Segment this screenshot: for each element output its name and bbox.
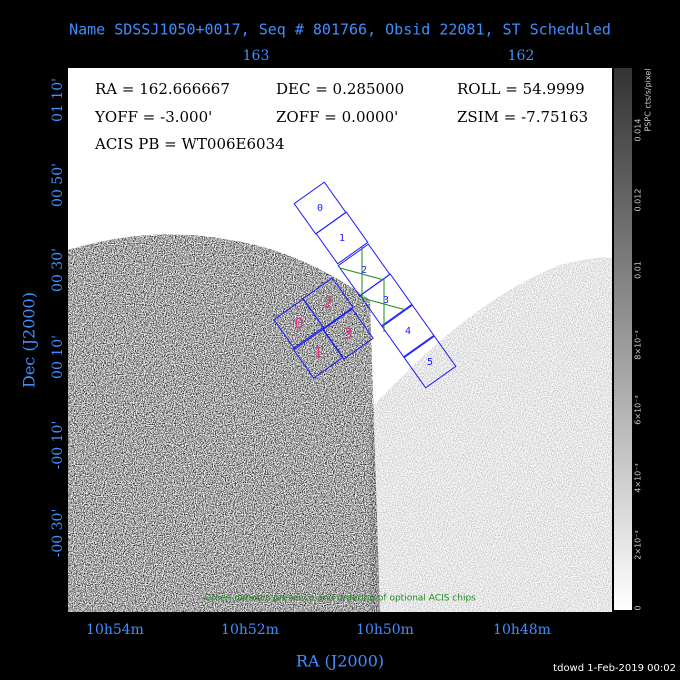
left-tick-label: -00 10' — [50, 421, 66, 470]
bottom-tick-label: 10h48m — [493, 622, 551, 638]
info-text: RA = 162.666667 — [95, 80, 230, 98]
chip — [359, 273, 413, 327]
colorbar-tick-label: 0.014 — [634, 119, 643, 142]
sky-image-left — [68, 234, 380, 612]
optional-marks — [339, 247, 407, 332]
chip-label: 2 — [361, 265, 367, 276]
left-tick-label: 00 10' — [50, 335, 66, 379]
chips — [273, 181, 457, 389]
chip — [315, 211, 369, 265]
top-tick-label: 162 — [508, 48, 535, 64]
left-tick-label: 01 10' — [50, 78, 66, 122]
chip-label: 1 — [313, 344, 322, 362]
colorbar-tick-label: 0.012 — [634, 189, 643, 212]
colorbar-label: PSPC cts/s/pixel — [644, 68, 653, 131]
colorbar-tick-label: 8×10⁻³ — [634, 330, 643, 359]
info-text: ZSIM = -7.75163 — [457, 108, 588, 126]
info-text: DEC = 0.285000 — [276, 80, 404, 98]
chip — [403, 335, 457, 389]
chip-label: 0 — [317, 203, 323, 214]
top-tick-label: 163 — [243, 48, 270, 64]
chip-label: 3 — [343, 325, 352, 343]
left-tick-label: 00 30' — [50, 248, 66, 292]
colorbar-tick-label: 4×10⁻³ — [634, 463, 643, 492]
bottom-tick-label: 10h52m — [221, 622, 279, 638]
chip — [292, 327, 344, 379]
chip-label: 5 — [427, 357, 433, 368]
chip-label: 2 — [323, 294, 332, 312]
bottom-tick-label: 10h50m — [356, 622, 414, 638]
info-text: ZOFF = 0.0000' — [276, 108, 398, 126]
chip-label: 1 — [339, 233, 345, 244]
chip-label: 3 — [383, 295, 389, 306]
colorbar-tick-label: 0 — [634, 605, 643, 610]
colorbar-tick-label: 6×10⁻³ — [634, 395, 643, 424]
title: Name SDSSJ1050+0017, Seq # 801766, Obsid… — [69, 21, 611, 39]
chip — [302, 277, 354, 329]
chip — [322, 308, 374, 360]
chip — [381, 304, 435, 358]
x-label: RA (J2000) — [296, 652, 384, 671]
colorbar-tick-label: 0.01 — [634, 261, 643, 279]
y-label: Dec (J2000) — [20, 292, 39, 388]
colorbar-tick-label: 2×10⁻³ — [634, 530, 643, 559]
left-tick-label: -00 30' — [50, 509, 66, 558]
footer: tdowd 1-Feb-2019 00:02 — [553, 663, 676, 674]
left-tick-label: 00 50' — [50, 163, 66, 207]
info-text: YOFF = -3.000' — [94, 108, 212, 126]
chip-label: 4 — [405, 326, 411, 337]
info-text: ROLL = 54.9999 — [457, 80, 585, 98]
bottom-tick-label: 10h54m — [86, 622, 144, 638]
chip-label: 0 — [294, 315, 303, 333]
note: Green denotes presence and ordering of o… — [204, 594, 476, 604]
info-text: ACIS PB = WT006E6034 — [94, 135, 285, 153]
colorbar — [614, 68, 632, 610]
